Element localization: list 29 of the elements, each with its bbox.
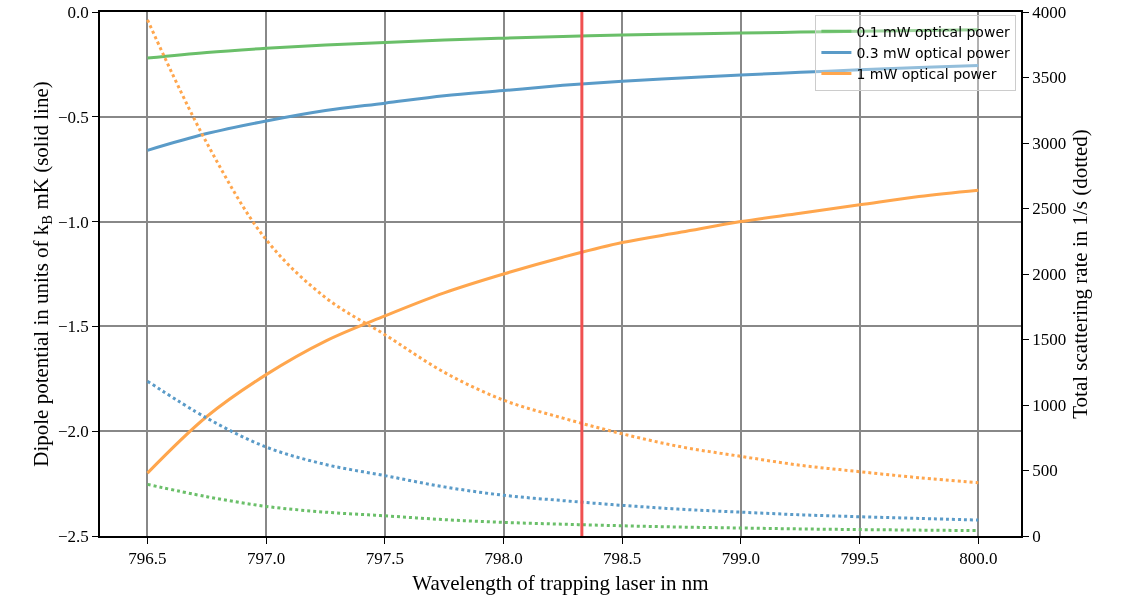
x-tick-label: 796.5 xyxy=(128,549,167,569)
x-tick-label: 799.0 xyxy=(721,549,761,569)
y2-tick-label: 3000 xyxy=(1032,133,1067,153)
y-tick-label: −0.5 xyxy=(58,107,89,127)
y2-tick-label: 0 xyxy=(1032,526,1041,546)
y2-axis-title: Total scattering rate in 1/s (dotted) xyxy=(1068,129,1093,419)
y2-tick-label: 2000 xyxy=(1032,264,1067,284)
y-tick-label: −2.0 xyxy=(58,422,89,442)
legend-label: 0.1 mW optical power xyxy=(856,23,1010,40)
x-tick-label: 799.5 xyxy=(840,549,879,569)
y-tick-label: −1.5 xyxy=(58,317,89,337)
y2-tick-label: 3500 xyxy=(1032,68,1067,88)
y2-tick-label: 500 xyxy=(1032,461,1058,481)
y2-tick-label: 4000 xyxy=(1032,2,1067,22)
x-tick-label: 798.0 xyxy=(484,549,523,569)
x-tick-label: 800.0 xyxy=(959,549,998,569)
y-tick-label: −2.5 xyxy=(58,526,89,546)
x-tick-label: 797.5 xyxy=(365,549,404,569)
x-tick-label: 798.5 xyxy=(603,549,642,569)
y2-tick-label: 2500 xyxy=(1032,199,1067,219)
legend-label: 0.3 mW optical power xyxy=(856,44,1010,61)
y2-tick-label: 1500 xyxy=(1032,330,1067,350)
y-tick-label: −1.0 xyxy=(58,212,89,232)
line-series xyxy=(145,379,980,522)
y-tick-label: 0.0 xyxy=(67,2,89,22)
y2-tick-label: 1000 xyxy=(1032,395,1067,415)
x-axis-title: Wavelength of trapping laser in nm xyxy=(412,570,709,595)
x-tick-label: 797.0 xyxy=(247,549,286,569)
legend-label: 1 mW optical power xyxy=(856,66,997,83)
